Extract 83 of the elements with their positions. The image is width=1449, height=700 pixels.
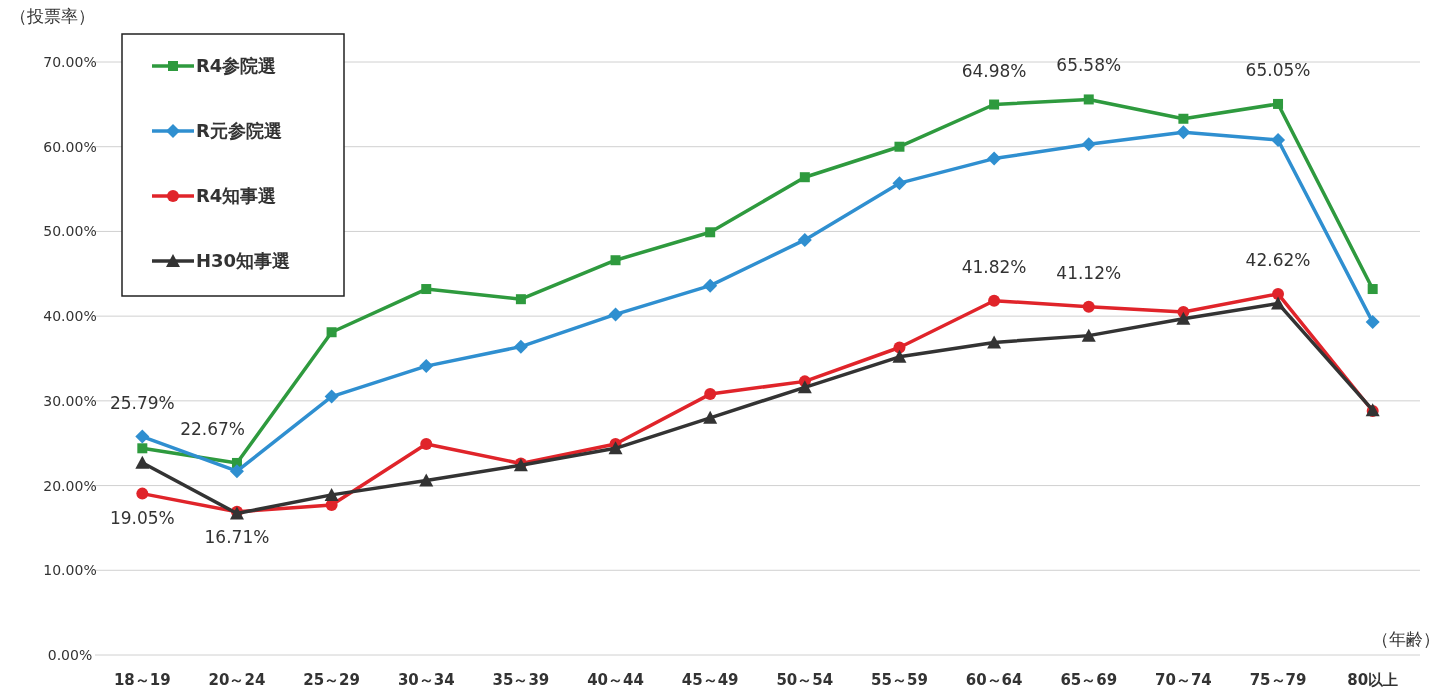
- annotation: 19.05%: [109, 507, 175, 528]
- y-tick-label: 20.00%: [43, 477, 97, 494]
- point: [797, 232, 812, 247]
- point: [1176, 311, 1191, 325]
- point: [137, 443, 148, 454]
- x-tick-label: 30～34: [397, 671, 455, 689]
- legend-label: H30知事選: [196, 250, 291, 271]
- point: [610, 255, 621, 266]
- point: [703, 410, 718, 424]
- x-tick-label: 65～69: [1060, 671, 1118, 689]
- point: [987, 151, 1002, 166]
- point: [1273, 98, 1284, 109]
- point: [1367, 284, 1378, 295]
- x-axis-title: （年齢）: [1372, 629, 1440, 649]
- y-tick-label: 10.00%: [43, 562, 97, 579]
- point: [136, 487, 149, 500]
- point: [326, 327, 337, 338]
- point: [1081, 137, 1096, 152]
- point: [797, 380, 812, 394]
- point: [892, 349, 907, 363]
- point: [987, 335, 1002, 349]
- annotation: 64.98%: [961, 60, 1027, 81]
- x-tick-label: 25～29: [303, 671, 360, 689]
- y-axis-title: （投票率）: [10, 6, 95, 26]
- point: [421, 284, 432, 295]
- point: [135, 429, 150, 444]
- point: [988, 294, 1001, 307]
- point: [1176, 125, 1191, 140]
- point: [1081, 328, 1096, 342]
- point: [135, 455, 150, 469]
- y-tick-label: 40.00%: [43, 308, 97, 325]
- point: [515, 294, 526, 305]
- point: [892, 176, 907, 191]
- x-tick-label: 70～74: [1155, 671, 1212, 689]
- annotation: 25.79%: [109, 392, 175, 413]
- annotation: 16.71%: [204, 527, 270, 548]
- annotation: 22.67%: [180, 418, 245, 439]
- point: [704, 388, 717, 401]
- point: [893, 341, 906, 354]
- point: [1272, 287, 1285, 300]
- point: [420, 438, 433, 451]
- y-tick-label: 30.00%: [43, 392, 97, 409]
- legend-label: R4参院選: [196, 55, 277, 76]
- x-tick-label: 20～24: [208, 671, 266, 689]
- point: [229, 464, 244, 479]
- x-tick-label: 45～49: [681, 671, 739, 689]
- x-tick-label: 18～19: [113, 671, 171, 689]
- point: [1083, 94, 1094, 105]
- point: [419, 359, 434, 374]
- point: [1271, 132, 1286, 147]
- point: [419, 473, 434, 487]
- legend-label: R4知事選: [196, 185, 277, 206]
- x-tick-label: 50～54: [776, 671, 834, 689]
- point: [324, 389, 339, 404]
- point: [1365, 315, 1380, 330]
- point: [608, 307, 623, 322]
- point: [324, 487, 339, 501]
- annotation: 41.82%: [961, 256, 1027, 277]
- annotation: 42.62%: [1245, 249, 1311, 270]
- x-tick-label: 75～79: [1249, 671, 1307, 689]
- y-tick-label: 60.00%: [43, 138, 97, 155]
- point: [1178, 113, 1189, 124]
- y-tick-label: 50.00%: [43, 223, 97, 240]
- x-tick-label: 55～59: [871, 671, 928, 689]
- annotation: 41.12%: [1056, 262, 1122, 283]
- annotation: 65.58%: [1056, 55, 1122, 76]
- legend-label: R元参院選: [196, 120, 282, 141]
- y-tick-label: 70.00%: [43, 54, 97, 70]
- point: [894, 141, 905, 152]
- point: [799, 172, 810, 183]
- x-tick-label: 60～64: [965, 671, 1023, 689]
- annotation: 65.05%: [1245, 59, 1311, 80]
- point: [608, 441, 623, 455]
- point: [1271, 296, 1286, 310]
- x-tick-label: 80以上: [1347, 671, 1399, 689]
- point: [705, 227, 716, 238]
- point: [989, 99, 1000, 110]
- x-tick-label: 35～39: [492, 671, 550, 689]
- point: [513, 339, 528, 354]
- y-tick-label: 0.00%: [47, 647, 93, 663]
- point: [1082, 300, 1095, 313]
- x-tick-label: 40～44: [587, 671, 644, 689]
- point: [703, 278, 718, 293]
